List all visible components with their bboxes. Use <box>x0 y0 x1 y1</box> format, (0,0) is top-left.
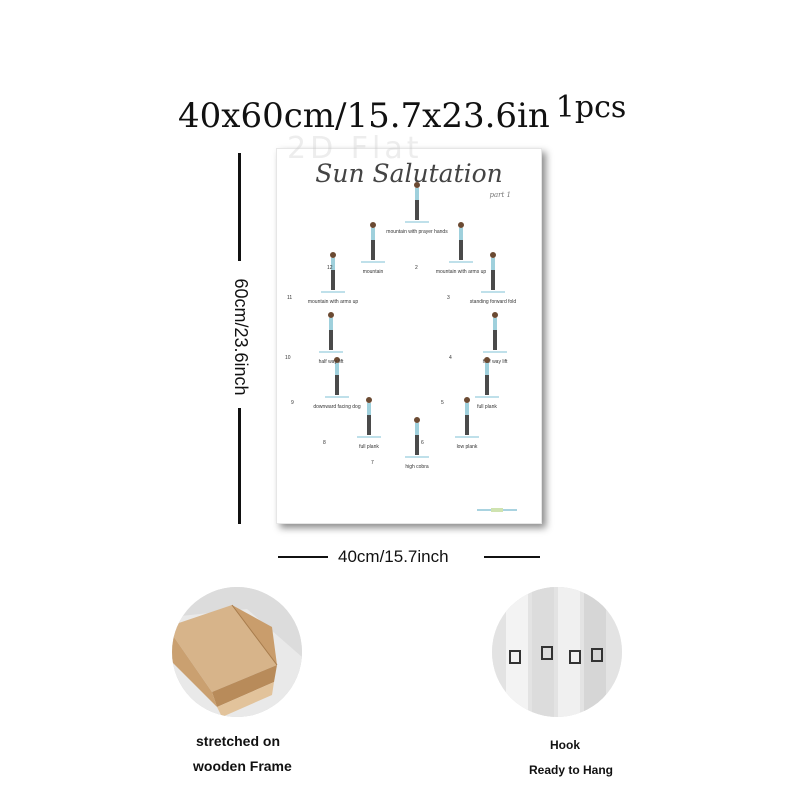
quantity-text: 1pcs <box>555 90 627 125</box>
width-dimension-line-right <box>484 556 540 558</box>
size-text: 40x60cm/15.7x23.6in <box>178 96 550 136</box>
pose-number: 12 <box>327 265 333 271</box>
pose-label: low plank <box>456 444 478 450</box>
wooden-frame-photo <box>172 587 302 717</box>
pose-item: 7 high cobra <box>371 417 429 470</box>
pose-number: 3 <box>447 295 450 301</box>
yoga-figure-icon <box>483 312 507 353</box>
pose-label: standing forward fold <box>469 299 517 305</box>
yoga-figure-icon <box>361 222 385 263</box>
decorative-mat-icon <box>477 499 517 512</box>
hook-caption-2: Ready to Hang <box>529 763 614 777</box>
wooden-frame-caption-1: stretched on <box>196 733 281 749</box>
yoga-figure-icon <box>481 252 505 293</box>
pose-label: half way lift <box>318 359 344 365</box>
pose-number: 4 <box>449 355 452 361</box>
pose-number: 11 <box>287 295 293 301</box>
pose-label: half way lift <box>482 359 508 365</box>
pose-number: 10 <box>285 355 291 361</box>
pose-label: high cobra <box>405 464 429 470</box>
height-dimension-label: 60cm/23.6inch <box>231 278 251 396</box>
pose-label: full plank <box>477 404 497 410</box>
pose-item: 4 half way lift <box>449 312 507 365</box>
watermark: 2D Flat <box>287 131 423 166</box>
pose-item: 12 mountain <box>327 222 385 275</box>
width-dimension-line-left <box>278 556 328 558</box>
pose-item: 11 mountain with arms up <box>287 252 358 305</box>
hook-caption-1: Hook <box>550 738 580 752</box>
poster-preview: 2D Flat Sun Salutation part 1 1mountain … <box>276 131 542 524</box>
yoga-figure-icon <box>325 357 349 398</box>
pose-label: mountain with arms up <box>307 299 359 305</box>
pose-item: 5 full plank <box>441 357 499 410</box>
pose-number: 5 <box>441 400 444 406</box>
width-dimension-label: 40cm/15.7inch <box>338 547 449 566</box>
product-size-headline: 40x60cm/15.7x23.6in 1pcs <box>178 90 626 138</box>
pose-number: 8 <box>323 440 326 446</box>
pose-item: 6 low plank <box>421 397 479 450</box>
pose-item: 3 standing forward fold <box>447 252 516 305</box>
yoga-figure-icon <box>405 417 429 458</box>
yoga-figure-icon <box>449 222 473 263</box>
poster-title: Sun Salutation <box>315 159 503 188</box>
pose-label: full plank <box>359 444 379 450</box>
pose-item: 8 full plank <box>323 397 381 450</box>
height-dimension-line-top <box>238 153 241 261</box>
pose-number: 6 <box>421 440 424 446</box>
poster-subtitle: part 1 <box>489 191 512 199</box>
pose-item: 2 mountain with arms up <box>415 222 486 275</box>
pose-label: mountain <box>362 269 384 275</box>
hook-photo <box>492 587 622 717</box>
yoga-figure-icon <box>475 357 499 398</box>
pose-number: 9 <box>291 400 294 406</box>
yoga-figure-icon <box>357 397 381 438</box>
wooden-frame-caption-2: wooden Frame <box>193 758 292 774</box>
height-dimension-line-bottom <box>238 408 241 524</box>
pose-number: 7 <box>371 460 374 466</box>
pose-item: 10 half way lift <box>285 312 343 365</box>
pose-label: mountain with arms up <box>435 269 487 275</box>
pose-item: 9 downward facing dog <box>291 357 361 410</box>
yoga-figure-icon <box>319 312 343 353</box>
yoga-figure-icon <box>405 182 429 223</box>
pose-label: downward facing dog <box>313 404 361 410</box>
pose-label: mountain with prayer hands <box>386 229 448 235</box>
yoga-figure-icon <box>455 397 479 438</box>
yoga-figure-icon <box>321 252 345 293</box>
pose-number: 2 <box>415 265 418 271</box>
